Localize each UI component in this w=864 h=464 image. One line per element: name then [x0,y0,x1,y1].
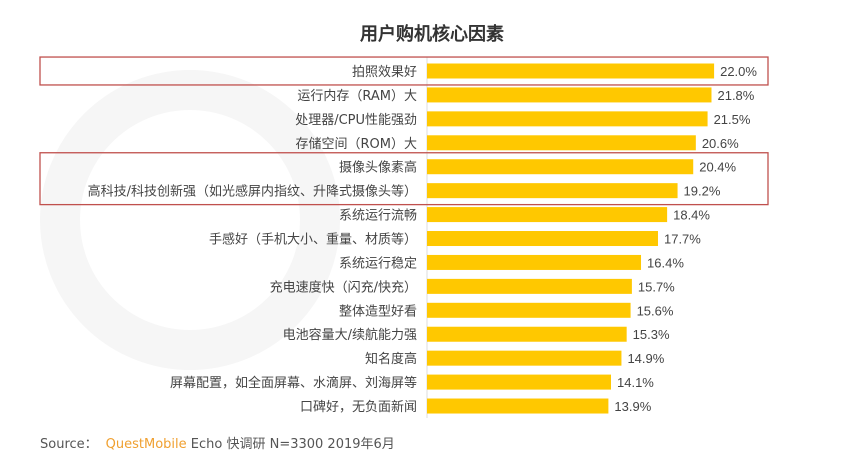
bar [427,207,668,223]
bar [427,111,708,127]
value-label: 14.1% [617,375,654,390]
bar [427,63,715,79]
category-label: 系统运行流畅 [339,209,417,224]
value-label: 21.5% [714,112,751,127]
bar [427,254,642,270]
category-label: 拍照效果好 [352,65,417,80]
category-label: 整体造型好看 [339,303,417,319]
value-label: 16.4% [647,255,684,270]
value-label: 13.9% [614,399,651,414]
category-label: 系统运行稳定 [339,255,417,271]
bar [427,374,612,390]
bar [427,135,696,151]
bar [427,302,631,318]
highlight-box [39,152,769,206]
category-label: 存储空间（ROM）大 [296,137,417,152]
category-label: 运行内存（RAM）大 [297,88,417,104]
category-label: 知名度高 [365,351,417,367]
category-label: 高科技/科技创新强（如光感屏内指纹、升降式摄像头等） [88,184,417,200]
bar [427,398,609,414]
category-label: 口碑好，无负面新闻 [300,399,417,415]
source-brand: QuestMobile [105,437,187,452]
bar [427,350,622,366]
bar-chart: 拍照效果好 22.0% 运行内存（RAM）大 21.8% 处理器/CPU性能强劲 21.5… [39,56,769,418]
source-label: Source： [40,437,98,452]
bar [427,231,658,247]
category-label: 充电速度快（闪充/快充） [270,279,417,295]
value-label: 20.6% [702,136,739,151]
highlight-box [39,56,769,86]
category-label: 屏幕配置，如全面屏幕、水滴屏、刘海屏等 [170,375,417,391]
bar [427,183,678,199]
bar [427,159,694,175]
bar [427,326,627,342]
value-label: 15.6% [637,303,674,318]
value-label: 18.4% [673,208,710,223]
category-label: 手感好（手机大小、重量、材质等） [209,232,417,248]
source-text: Echo 快调研 N=3300 2019年6月 [190,437,395,452]
value-label: 20.4% [699,160,736,175]
bar [427,87,712,103]
value-label: 15.3% [633,327,670,342]
value-label: 14.9% [627,351,664,366]
bar [427,278,632,294]
category-label: 处理器/CPU性能强劲 [295,113,417,128]
chart-title: 用户购机核心因素 [360,24,504,45]
value-label: 19.2% [684,184,721,199]
source-note: Source： QuestMobile Echo 快调研 N=3300 2019年… [40,433,395,452]
category-label: 摄像头像素高 [339,160,417,176]
value-label: 22.0% [720,64,757,79]
value-label: 21.8% [717,88,754,103]
value-label: 17.7% [664,232,701,247]
value-label: 15.7% [638,279,675,294]
category-label: 电池容量大/续航能力强 [283,327,417,343]
